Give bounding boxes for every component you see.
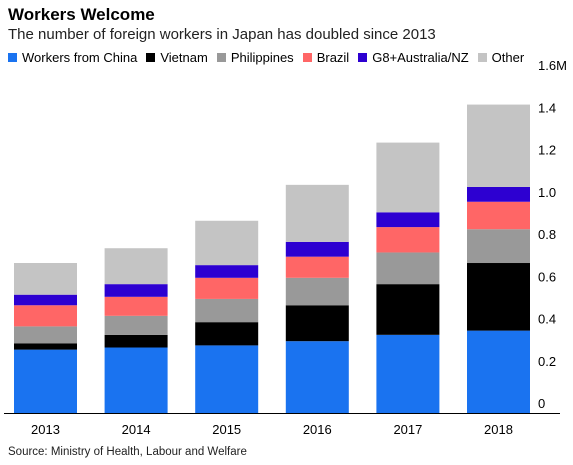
bar-segment [195,277,259,299]
legend-label: Other [491,50,525,65]
bar-segment [195,265,259,278]
bar-segment [104,284,168,297]
bar-segment [285,305,349,342]
legend-swatch [477,53,487,62]
bar-segment [285,241,349,257]
bar-segment [195,345,259,413]
bar-segment [14,326,77,344]
y-tick-label: 0.2 [538,354,556,369]
bar-segment [467,104,530,187]
legend-swatch [302,53,312,62]
y-tick-label: 1.4 [538,100,556,115]
y-tick-label: 0.8 [538,227,556,242]
bar-segment [467,229,530,264]
bar-segment [14,294,77,306]
chart-legend: Workers from China Vietnam Philippines Braz… [8,50,533,65]
bar-segment [104,347,168,413]
y-tick-label: 1.0 [538,185,556,200]
legend-swatch [216,53,226,62]
bar-segment [376,334,440,413]
legend-label: Brazil [316,50,350,65]
bar-segment [285,341,349,413]
bar-segment [104,296,168,316]
bar-segment [376,212,440,228]
legend-item: Vietnam [146,50,208,65]
x-tick-label: 2013 [31,422,60,437]
chart-title: Workers Welcome [8,5,155,24]
bar-segment [376,252,440,285]
bar-segment [104,248,168,285]
bar-segment [467,186,530,202]
bar-segment [14,305,77,327]
legend-item: Philippines [216,50,294,65]
y-tick-label: 1.6M [538,58,567,73]
x-tick-label: 2016 [303,422,332,437]
bar-segment [195,322,259,346]
bar-segment [467,263,530,331]
y-tick-label: 1.2 [538,143,556,158]
bar-segment [195,220,259,266]
x-tick-label: 2015 [212,422,241,437]
x-tick-label: 2014 [122,422,151,437]
bar-segment [467,201,530,230]
x-tick-label: 2017 [393,422,422,437]
bar-segment [285,277,349,306]
legend-label: Vietnam [160,50,208,65]
legend-item: G8+Australia/NZ [358,50,469,65]
source-note: Source: Ministry of Health, Labour and W… [8,446,247,458]
legend-item: Brazil [302,50,350,65]
bar-segment [467,330,530,413]
legend-label: G8+Australia/NZ [372,50,469,65]
legend-swatch [358,53,368,62]
legend-item: Other [477,50,525,65]
chart-subtitle: The number of foreign workers in Japan h… [8,26,436,43]
legend-item: Workers from China [8,50,137,65]
bar-segment [195,298,259,323]
legend-swatch [146,53,156,62]
legend-label: Workers from China [22,50,138,65]
x-tick-label: 2018 [484,422,513,437]
y-tick-label: 0 [538,396,545,411]
y-tick-label: 0.6 [538,269,556,284]
legend-label: Philippines [230,50,294,65]
bar-segment [376,284,440,335]
bar-segment [104,315,168,335]
bar-segment [285,256,349,278]
bar-segment [376,142,440,213]
bar-segment [14,263,77,295]
bar-segment [376,227,440,253]
bar-segment [285,184,349,242]
y-tick-label: 0.4 [538,312,556,327]
bar-segment [14,349,77,413]
legend-swatch [8,53,17,62]
bar-segment [104,334,168,348]
bar-segment [14,343,77,350]
